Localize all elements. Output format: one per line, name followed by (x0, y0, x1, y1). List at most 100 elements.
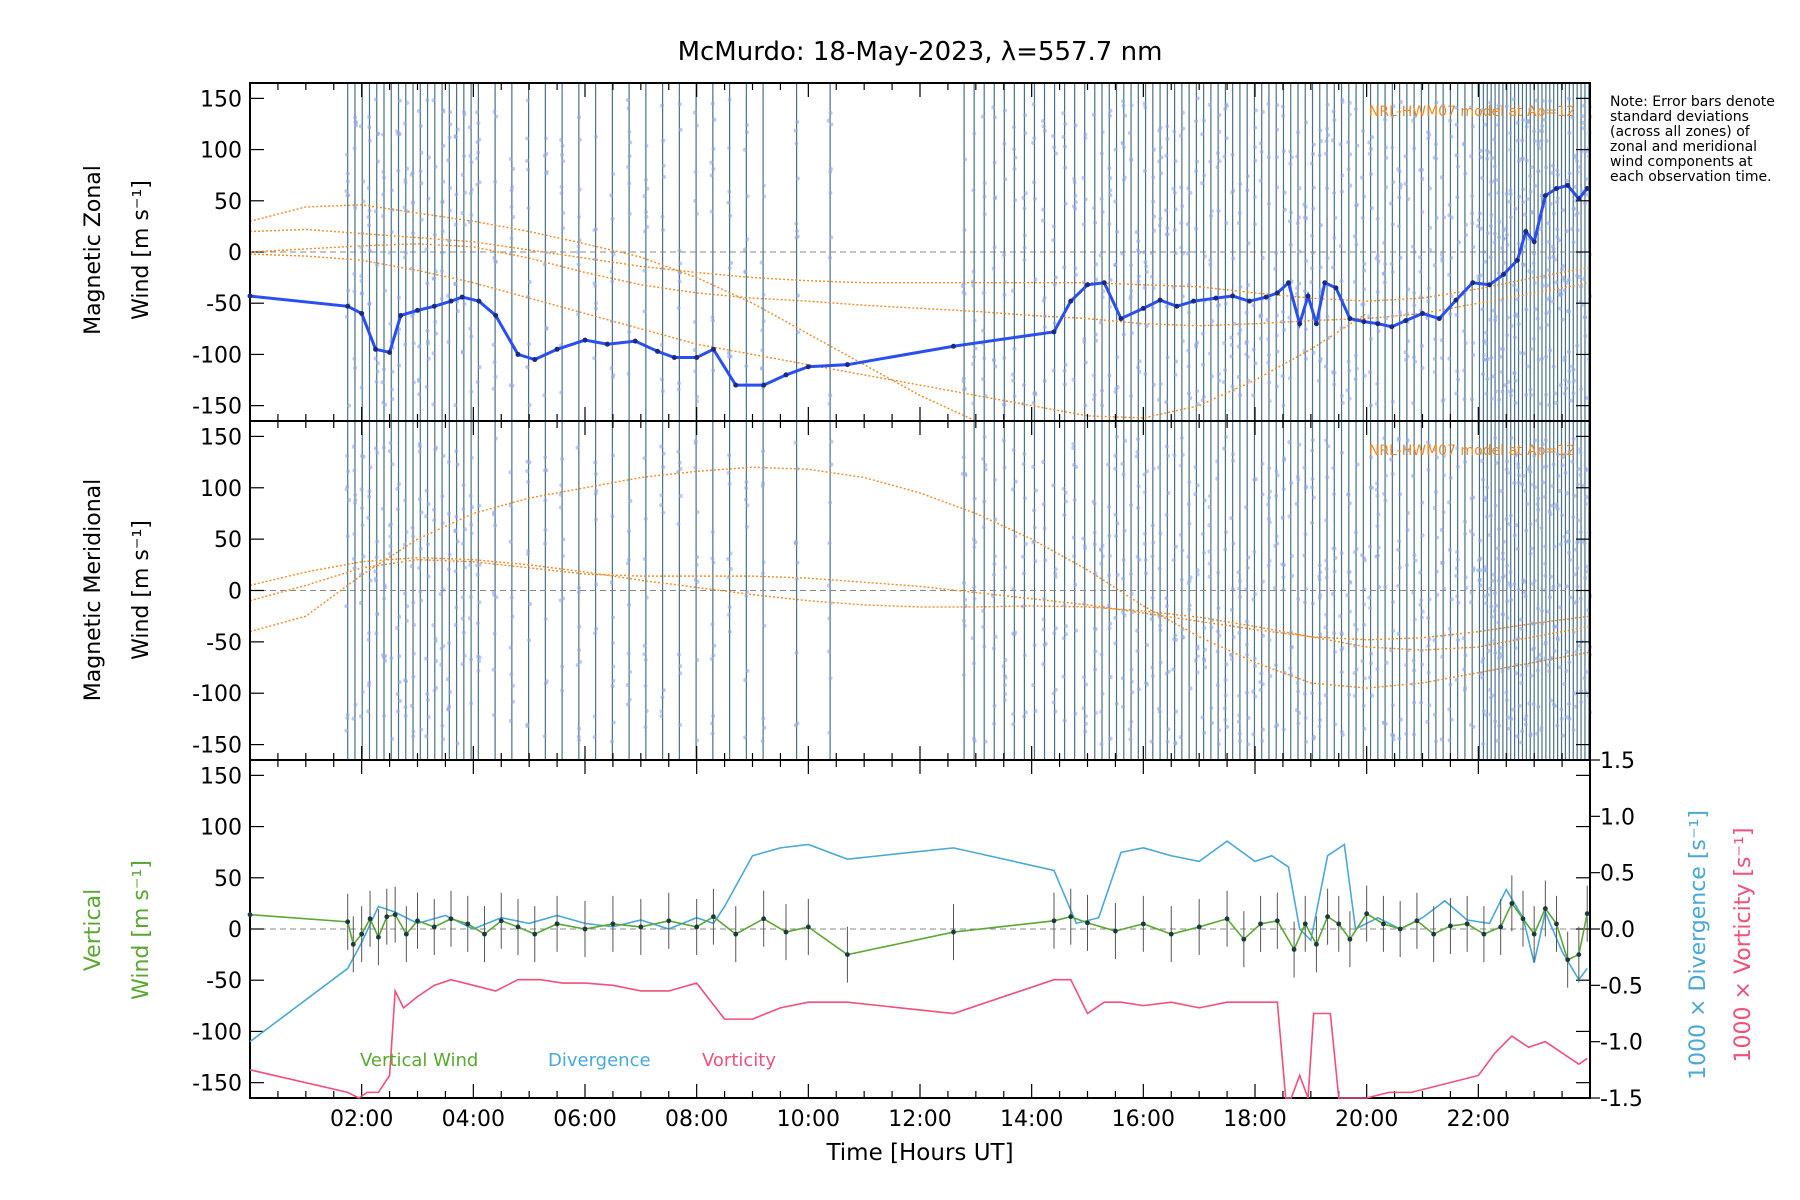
zone-point (425, 281, 430, 286)
zone-point (417, 344, 422, 349)
model-curve (249, 253, 1368, 419)
zone-point (1093, 710, 1098, 715)
zone-point (1493, 503, 1498, 508)
zone-point (1432, 712, 1437, 717)
zone-point (1237, 211, 1242, 216)
zone-point (1411, 590, 1416, 595)
legend-divergence: Divergence (548, 1050, 651, 1071)
zone-point (453, 281, 458, 286)
zone-point (1304, 259, 1309, 264)
figure-title: McMurdo: 18-May-2023, λ=557.7 nm (678, 37, 1163, 67)
zone-point (1579, 284, 1584, 289)
zone-point (1217, 113, 1222, 118)
y-tick-label: -150 (192, 1072, 242, 1097)
zone-point (1338, 614, 1343, 619)
zone-point (1347, 368, 1352, 373)
zone-point (1564, 649, 1569, 654)
zone-point (1558, 488, 1563, 493)
zone-point (1529, 165, 1534, 170)
zone-point (1207, 574, 1212, 579)
zone-point (1064, 624, 1069, 629)
zone-point (1348, 183, 1353, 188)
zone-point (1528, 174, 1533, 179)
vertical-ylabel-2: Wind [m s⁻¹] (129, 860, 154, 1000)
zone-point (1461, 329, 1466, 334)
zone-point (438, 592, 443, 597)
zone-point (727, 481, 732, 486)
vertical-wind-point (694, 924, 700, 930)
zone-point (1274, 384, 1279, 389)
zone-point (1413, 558, 1418, 563)
zone-point (475, 572, 480, 577)
zone-point (1418, 269, 1423, 274)
zone-point (1355, 462, 1360, 467)
zone-point (1543, 544, 1548, 549)
zone-point (827, 649, 832, 654)
zone-point (359, 506, 364, 511)
zone-point (961, 455, 966, 460)
zone-point (1562, 288, 1567, 293)
zone-point (971, 401, 976, 406)
zone-point (410, 200, 415, 205)
vertical-wind-point (1051, 918, 1057, 924)
zone-point (1165, 136, 1170, 141)
zone-point (1496, 177, 1501, 182)
zone-point (1536, 704, 1541, 709)
zone-point (468, 562, 473, 567)
zone-point (1287, 376, 1292, 381)
zone-point (1063, 632, 1068, 637)
zone-point (1296, 215, 1301, 220)
zone-point (368, 248, 373, 253)
zone-point (1200, 331, 1205, 336)
zone-point (1122, 613, 1127, 618)
zone-point (1121, 145, 1126, 150)
zonal-wind-point (373, 346, 379, 352)
zone-point (396, 331, 401, 336)
zone-point (1152, 214, 1157, 219)
zone-point (1149, 739, 1154, 744)
zone-point (1532, 281, 1537, 286)
zone-point (1236, 221, 1241, 226)
zone-point (491, 713, 496, 718)
zone-point (1420, 500, 1425, 505)
zone-point (1524, 124, 1529, 129)
zone-point (1107, 221, 1112, 226)
zone-point (367, 138, 372, 143)
zone-point (678, 664, 683, 669)
zone-point (1583, 501, 1588, 506)
zone-point (491, 342, 496, 347)
zone-point (1166, 727, 1171, 732)
zone-point (460, 172, 465, 177)
zone-point (1447, 707, 1452, 712)
zone-point (1504, 517, 1509, 522)
zone-point (1449, 597, 1454, 602)
zonal-wind-point (1191, 298, 1197, 304)
zone-point (461, 630, 466, 635)
zone-point (1454, 153, 1459, 158)
zone-point (359, 278, 364, 283)
zone-point (1485, 485, 1490, 490)
zone-point (1497, 270, 1502, 275)
zone-point (1099, 742, 1104, 747)
zone-point (1558, 665, 1563, 670)
zone-point (660, 214, 665, 219)
zone-point (1324, 438, 1329, 443)
vertical-wind-point (638, 924, 644, 930)
zone-point (367, 680, 372, 685)
zone-point (1311, 206, 1316, 211)
zone-point (1525, 120, 1530, 125)
zone-point (1289, 210, 1294, 215)
zone-point (1033, 488, 1038, 493)
zone-point (1574, 649, 1579, 654)
zone-point (1566, 278, 1571, 283)
zone-point (1382, 491, 1387, 496)
zone-point (527, 602, 532, 607)
zone-point (1041, 662, 1046, 667)
zone-point (1497, 397, 1502, 402)
zone-point (1274, 333, 1279, 338)
zone-point (1323, 625, 1328, 630)
zone-point (577, 585, 582, 590)
zone-point (432, 232, 437, 237)
zone-point (644, 708, 649, 713)
zone-point (1172, 228, 1177, 233)
